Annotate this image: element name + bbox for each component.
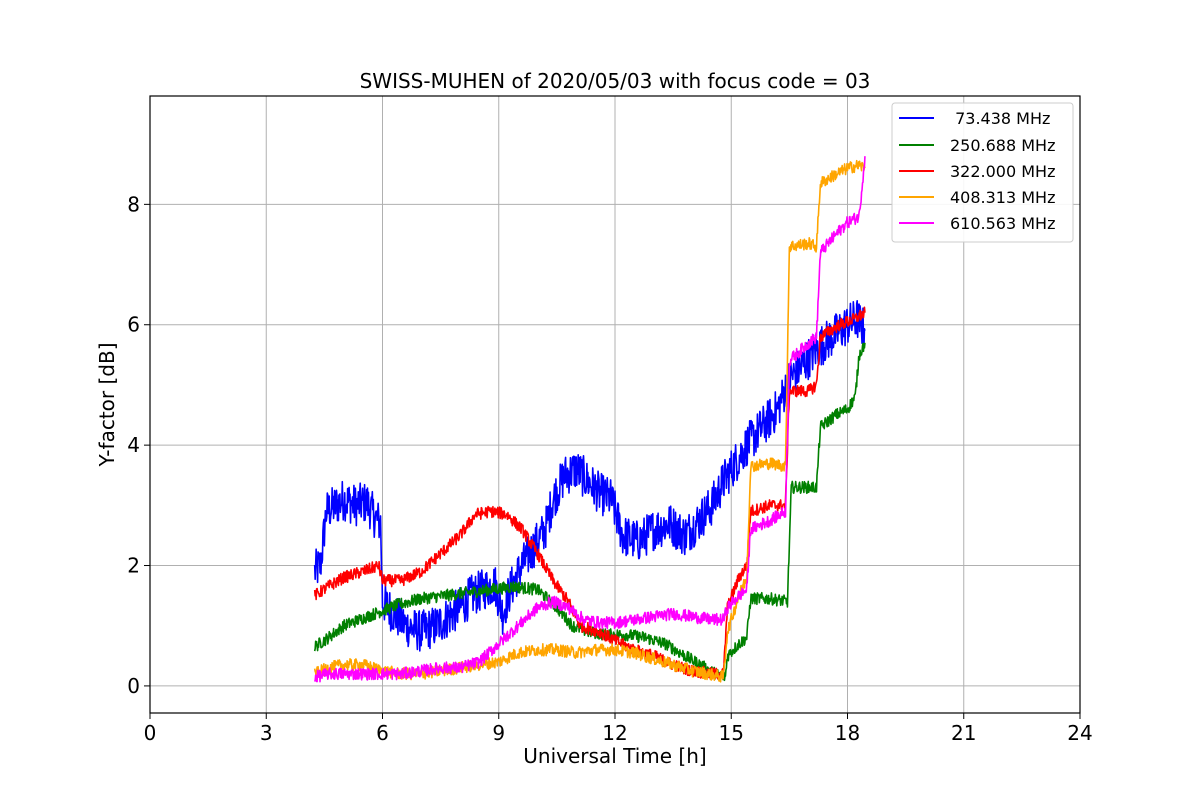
chart-title: SWISS-MUHEN of 2020/05/03 with focus cod… xyxy=(360,69,871,93)
series-layer xyxy=(313,156,866,683)
y-tick-label-4: 4 xyxy=(127,433,140,457)
legend-label-322: 322.000 MHz xyxy=(950,162,1055,181)
legend: 73.438 MHz 250.688 MHz 322.000 MHz 408.3… xyxy=(891,102,1074,243)
x-tick-label-21: 21 xyxy=(951,721,976,745)
x-tick-label-3: 3 xyxy=(260,721,273,745)
y-tick-label-0: 0 xyxy=(127,674,140,698)
y-tick-label-6: 6 xyxy=(127,313,140,337)
x-tick-label-15: 15 xyxy=(719,721,744,745)
legend-label-610: 610.563 MHz xyxy=(950,214,1055,233)
y-tick-label-8: 8 xyxy=(127,192,140,216)
legend-label-408: 408.313 MHz xyxy=(950,188,1055,207)
x-tick-label-24: 24 xyxy=(1067,721,1092,745)
x-tick-label-6: 6 xyxy=(376,721,389,745)
legend-label-73: 73.438 MHz xyxy=(950,109,1050,128)
y-axis-label: Y-factor [dB] xyxy=(95,342,119,467)
x-tick-label-9: 9 xyxy=(492,721,505,745)
x-axis-label: Universal Time [h] xyxy=(523,744,706,768)
x-tick-label-0: 0 xyxy=(144,721,157,745)
x-tick-label-12: 12 xyxy=(602,721,627,745)
series-line-73-438 xyxy=(313,299,866,652)
y-tick-label-2: 2 xyxy=(127,554,140,578)
legend-label-250: 250.688 MHz xyxy=(950,136,1055,155)
legend-box xyxy=(891,102,1074,243)
series-line-610-563 xyxy=(313,156,866,683)
x-tick-label-18: 18 xyxy=(835,721,860,745)
